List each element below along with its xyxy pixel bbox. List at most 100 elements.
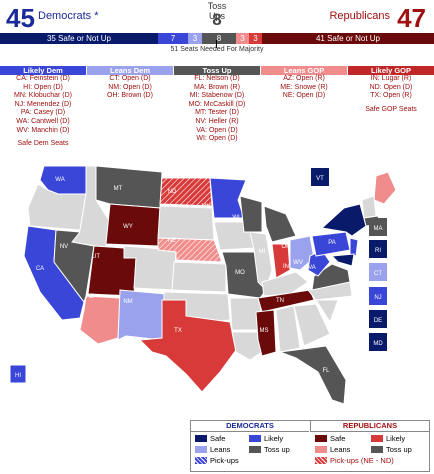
rep-label: Republicans	[329, 10, 390, 22]
column-title: Likely GOP	[348, 66, 434, 75]
race-item[interactable]: ME: Snowe (R)	[280, 83, 328, 91]
state-tn[interactable]	[257, 289, 315, 313]
label-wy: WY	[123, 224, 133, 230]
race-item[interactable]: FL: Nelson (D)	[194, 75, 240, 82]
race-item[interactable]: OH: Brown (D)	[107, 92, 153, 100]
race-item[interactable]: WA: Cantwell (D)	[16, 117, 70, 125]
state-oh[interactable]	[289, 235, 315, 271]
box-ct[interactable]	[369, 263, 387, 281]
label-nm: NM	[123, 299, 132, 305]
state-ks[interactable]	[171, 261, 227, 293]
label-hi: HI	[15, 373, 21, 379]
race-item[interactable]: MI: Stabenow (D)	[189, 92, 245, 100]
label-ms: MS	[260, 328, 269, 334]
column-likely-dem: Likely Dem CA: Feinstein (D) HI: Open (D…	[0, 66, 86, 156]
label-mn: MN	[201, 204, 210, 210]
label-nd: ND	[168, 189, 177, 195]
state-me[interactable]	[373, 171, 397, 205]
state-nv[interactable]	[53, 229, 95, 304]
legend-dem-title: DEMOCRATS	[191, 421, 309, 432]
race-item[interactable]: VA: Open (D)	[196, 126, 238, 134]
state-mi[interactable]	[263, 205, 297, 243]
state-nm[interactable]	[117, 289, 167, 341]
column-leans-dem: Leans Dem CT: Open (D) NM: Open (D) OH: …	[87, 66, 173, 156]
tossup-label: Toss Ups	[207, 1, 227, 21]
box-de[interactable]	[369, 310, 387, 328]
state-az[interactable]	[79, 295, 121, 345]
box-ri[interactable]	[369, 240, 387, 258]
race-item[interactable]: CT: Open (D)	[109, 75, 151, 82]
state-va[interactable]	[311, 263, 351, 291]
race-item[interactable]: AZ: Open (R)	[283, 75, 325, 82]
dem-label: Democrats *	[38, 10, 99, 22]
bar-rep-leans: 3	[236, 33, 249, 44]
race-item[interactable]: PA: Casey (D)	[20, 109, 66, 117]
bar-rep-likely: 3	[249, 33, 262, 44]
state-nj-mainland[interactable]	[349, 237, 359, 257]
map-legend: DEMOCRATS REPUBLICANS Safe Likely Leans …	[190, 420, 430, 472]
box-vt[interactable]	[311, 168, 329, 186]
label-ri: RI	[375, 248, 381, 254]
race-item[interactable]: ND: Open (D)	[369, 83, 413, 91]
race-item[interactable]: WV: Manchin (D)	[16, 126, 70, 134]
state-ky[interactable]	[261, 271, 309, 297]
box-nj[interactable]	[369, 287, 387, 305]
state-al[interactable]	[275, 305, 301, 353]
label-tn: TN	[276, 298, 284, 304]
state-ny[interactable]	[320, 203, 367, 237]
legend-rep-title: REPUBLICANS	[310, 421, 429, 432]
label-mi: MI	[259, 249, 266, 255]
label-wi: WI	[232, 215, 240, 221]
box-ma[interactable]	[369, 218, 387, 236]
race-item[interactable]: MO: McCaskill (D)	[188, 100, 246, 108]
race-item[interactable]: MT: Tester (D)	[195, 109, 239, 117]
legend-rep-likely: Likely	[371, 434, 405, 443]
label-ct: CT	[374, 271, 382, 277]
label-az: AZ	[86, 294, 94, 300]
race-item[interactable]: NE: Open (D)	[282, 92, 326, 100]
label-mo: MO	[235, 270, 245, 276]
legend-dem-pickups: Pick-ups	[195, 456, 239, 465]
label-fl: FL	[322, 368, 330, 374]
state-md-de[interactable]	[330, 253, 355, 267]
us-senate-map: WA MT ND MN NV WY NE UT CA AZ NM TX MO W…	[9, 165, 397, 405]
state-wy[interactable]	[105, 203, 161, 247]
state-tx[interactable]	[138, 299, 237, 393]
box-md[interactable]	[369, 333, 387, 351]
label-nj: NJ	[374, 295, 381, 301]
state-nd[interactable]	[159, 177, 213, 207]
safe-gop-link[interactable]: Safe GOP Seats	[365, 105, 417, 113]
majority-note: 51 Seats Needed For Majority	[170, 46, 264, 53]
state-ne[interactable]	[157, 237, 223, 263]
safe-dem-link[interactable]: Safe Dem Seats	[17, 140, 69, 148]
race-item[interactable]: MN: Klobuchar (D)	[14, 92, 72, 100]
state-hi[interactable]	[9, 364, 27, 384]
race-item[interactable]: NM: Open (D)	[108, 83, 152, 91]
state-sc[interactable]	[315, 299, 339, 324]
legend-dem-likely: Likely	[249, 434, 283, 443]
race-item[interactable]: WI: Open (D)	[196, 135, 238, 143]
state-nh-vt[interactable]	[361, 195, 377, 219]
state-mt[interactable]	[95, 165, 163, 209]
label-vt: VT	[316, 176, 324, 182]
state-la[interactable]	[231, 331, 263, 361]
state-ga[interactable]	[293, 303, 331, 347]
race-item[interactable]: IN: Lugar (R)	[370, 75, 412, 82]
state-wi[interactable]	[239, 195, 263, 233]
race-item[interactable]: TX: Open (R)	[370, 92, 412, 100]
bar-rep-safe: 41 Safe or Not Up	[262, 33, 434, 44]
race-item[interactable]: HI: Open (D)	[23, 83, 63, 91]
column-leans-gop: Leans GOP AZ: Open (R) ME: Snowe (R) NE:…	[261, 66, 347, 156]
race-item[interactable]: MA: Brown (R)	[194, 83, 240, 91]
column-toss-up: Toss Up FL: Nelson (D) MA: Brown (R) MI:…	[174, 66, 260, 156]
seat-bar: 35 Safe or Not Up 7 3 8 3 3 41 Safe or N…	[0, 33, 434, 44]
race-item[interactable]: NV: Heller (R)	[195, 117, 239, 125]
label-wv: WV	[293, 260, 303, 266]
state-sd[interactable]	[157, 205, 215, 241]
race-item[interactable]: NJ: Menendez (D)	[14, 100, 72, 108]
state-in[interactable]	[271, 243, 291, 279]
state-ms[interactable]	[255, 309, 277, 357]
race-item[interactable]: CA: Feinstein (D)	[16, 75, 70, 82]
state-fl[interactable]	[279, 345, 347, 405]
legend-dem-leans: Leans	[195, 445, 230, 454]
